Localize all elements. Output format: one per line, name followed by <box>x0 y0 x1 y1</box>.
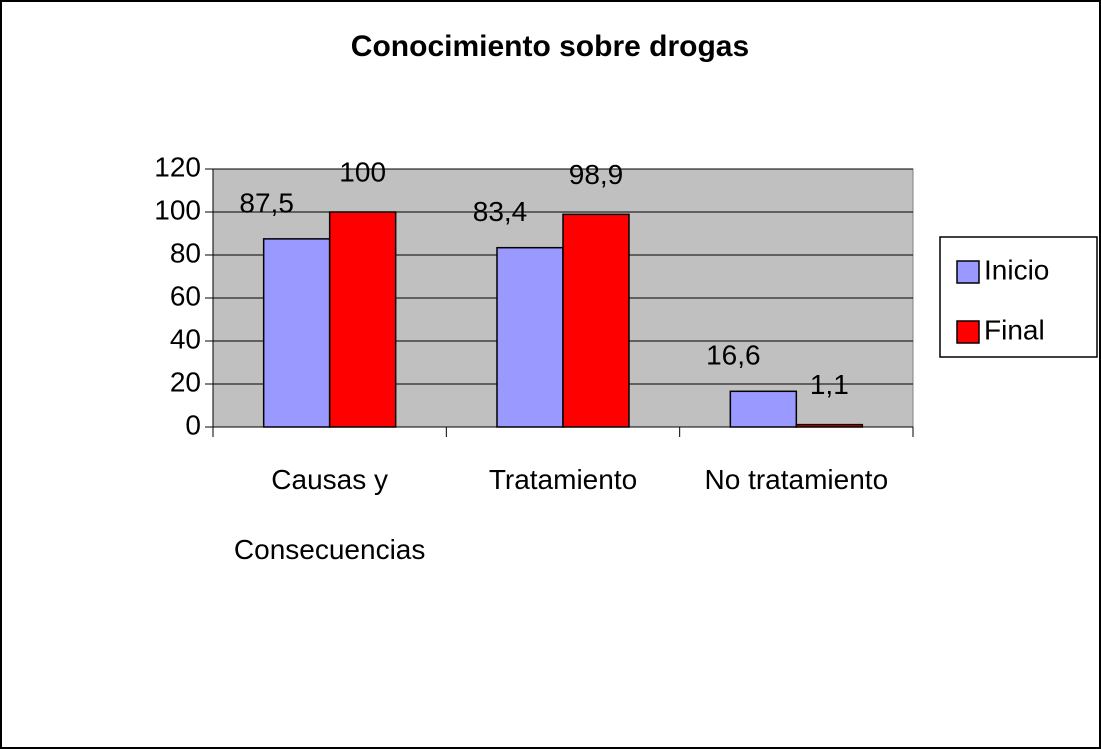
bar <box>795 423 864 428</box>
y-tick-label: 120 <box>154 151 201 182</box>
data-label: 83,4 <box>473 196 528 227</box>
chart-title: Conocimiento sobre drogas <box>351 30 749 63</box>
y-tick-label: 20 <box>170 366 201 397</box>
x-tick-label: Tratamiento <box>488 464 638 495</box>
data-label: 1,1 <box>810 369 849 400</box>
data-label: 98,9 <box>569 159 624 190</box>
data-label: 16,6 <box>706 340 761 371</box>
y-tick-label: 100 <box>154 194 201 225</box>
bar <box>562 213 630 428</box>
y-tick-label: 60 <box>170 280 201 311</box>
legend-label: Final <box>984 314 1045 345</box>
bar <box>729 390 798 428</box>
y-tick-label: 80 <box>170 237 201 268</box>
y-tick-label: 0 <box>185 409 201 440</box>
legend-swatch <box>956 260 980 284</box>
bar <box>496 246 564 428</box>
data-label: 87,5 <box>239 187 294 218</box>
bar <box>328 211 397 428</box>
legend-label: Inicio <box>984 254 1049 285</box>
legend-swatch <box>956 320 980 344</box>
bar <box>262 238 331 428</box>
x-tick-label: No tratamiento <box>704 464 889 495</box>
y-tick-label: 40 <box>170 323 201 354</box>
x-tick-label: Causas y Consecuencias <box>233 464 426 565</box>
data-label: 100 <box>339 156 386 187</box>
